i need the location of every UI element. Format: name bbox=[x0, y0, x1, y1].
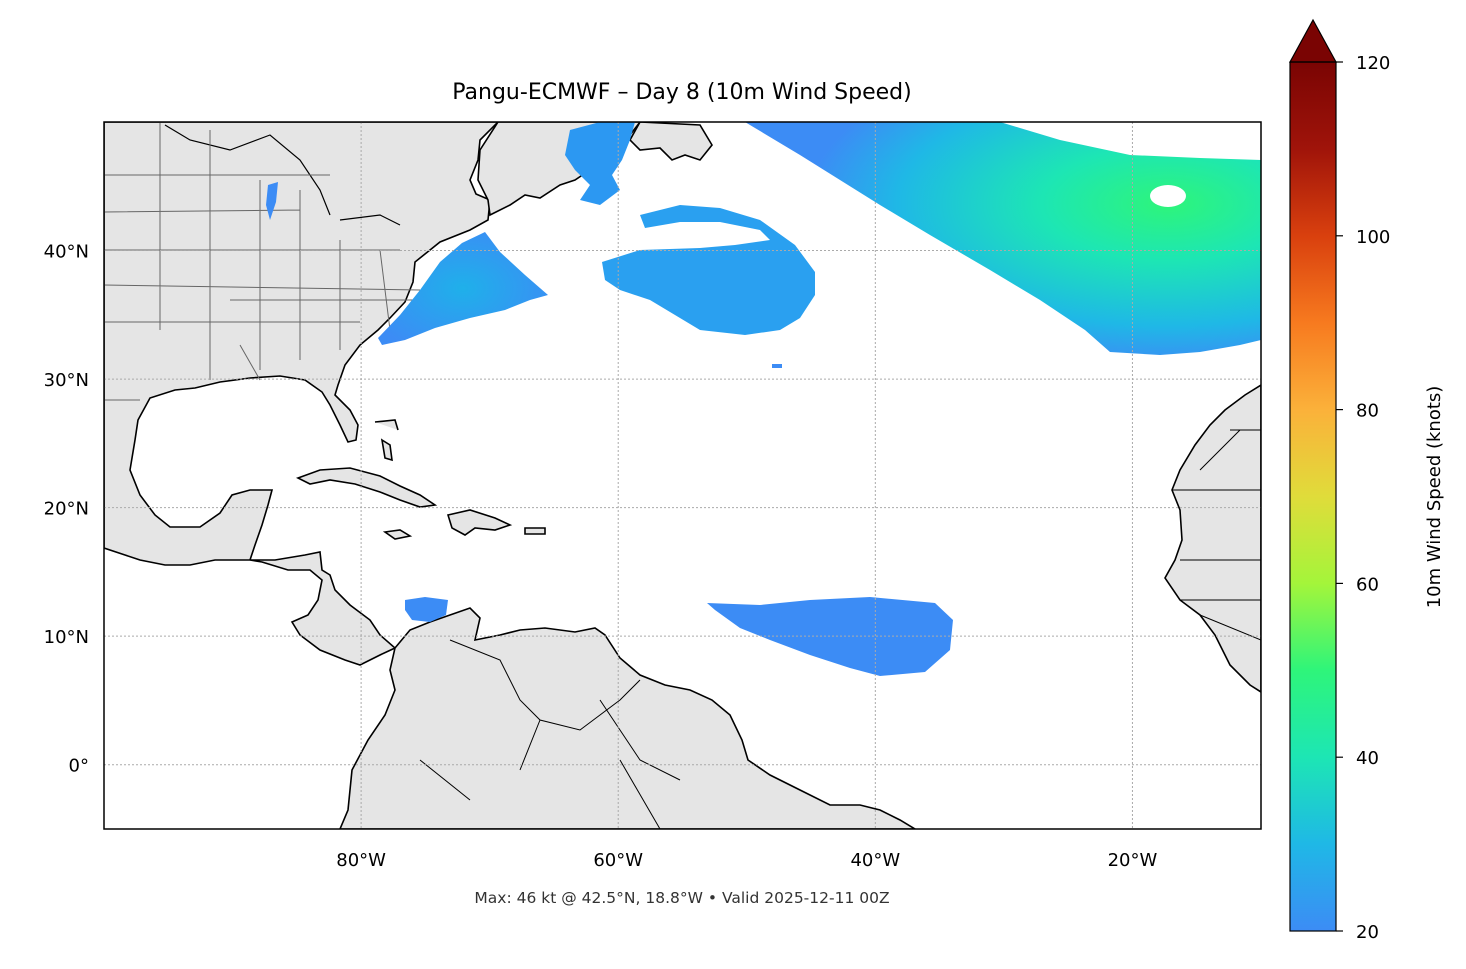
footer-text: Max: 46 kt @ 42.5°N, 18.8°W • Valid 2025… bbox=[474, 889, 889, 907]
south-america-land bbox=[339, 607, 917, 829]
y-axis: 40°N 30°N 20°N 10°N 0° bbox=[44, 242, 89, 777]
wind-region-great-lakes bbox=[266, 182, 278, 220]
colorbar-ticks: 20 40 60 80 100 120 bbox=[1336, 53, 1390, 943]
colorbar: 20 40 60 80 100 120 10m Wind Speed (knots) bbox=[1288, 18, 1445, 943]
gridlines bbox=[104, 122, 1261, 829]
puerto-rico-land bbox=[524, 527, 546, 535]
wind-region-ne-atlantic-jet bbox=[745, 122, 1261, 355]
x-tick-label: 40°W bbox=[850, 850, 900, 871]
africa-borders bbox=[1172, 429, 1261, 641]
colorbar-tick-label: 80 bbox=[1356, 401, 1379, 422]
y-tick-label: 0° bbox=[69, 756, 89, 777]
colorbar-gradient bbox=[1290, 62, 1336, 931]
colorbar-label: 10m Wind Speed (knots) bbox=[1424, 386, 1445, 609]
colorbar-extend-arrow bbox=[1288, 18, 1338, 63]
colorbar-tick-label: 100 bbox=[1356, 227, 1390, 248]
x-axis: 80°W 60°W 40°W 20°W bbox=[336, 850, 1157, 871]
colorbar-tick-label: 120 bbox=[1356, 53, 1390, 74]
great-lakes bbox=[164, 124, 401, 226]
wind-region-speck bbox=[772, 364, 782, 368]
colorbar-tick-label: 40 bbox=[1356, 748, 1379, 769]
colorbar-frame bbox=[1289, 61, 1337, 932]
y-tick-label: 10°N bbox=[44, 627, 89, 648]
north-america-land bbox=[104, 122, 500, 666]
wind-region-mid-atlantic-swirl bbox=[602, 205, 815, 335]
y-tick-label: 20°N bbox=[44, 499, 89, 520]
map-area bbox=[104, 122, 1261, 829]
wind-region-us-east-coast bbox=[378, 232, 548, 345]
newfoundland-land bbox=[629, 122, 713, 161]
y-tick-label: 30°N bbox=[44, 370, 89, 391]
jamaica-land bbox=[382, 529, 413, 540]
map-frame bbox=[103, 121, 1262, 830]
x-tick-label: 80°W bbox=[336, 850, 386, 871]
wind-region-caribbean bbox=[405, 597, 448, 622]
colorbar-tick-label: 20 bbox=[1356, 922, 1379, 943]
wind-region-newfoundland bbox=[565, 122, 635, 205]
x-tick-label: 20°W bbox=[1108, 850, 1158, 871]
x-tick-label: 60°W bbox=[593, 850, 643, 871]
bahamas-land bbox=[374, 419, 399, 462]
state-borders bbox=[104, 122, 421, 401]
colorbar-tick-label: 60 bbox=[1356, 574, 1379, 595]
africa-land bbox=[1164, 384, 1261, 693]
cuba-land bbox=[295, 467, 438, 508]
map-title: Pangu-ECMWF – Day 8 (10m Wind Speed) bbox=[452, 80, 911, 105]
jet-hole bbox=[1150, 185, 1186, 207]
hispaniola-land bbox=[446, 509, 513, 536]
y-tick-label: 40°N bbox=[44, 242, 89, 263]
south-america-borders bbox=[419, 639, 681, 829]
